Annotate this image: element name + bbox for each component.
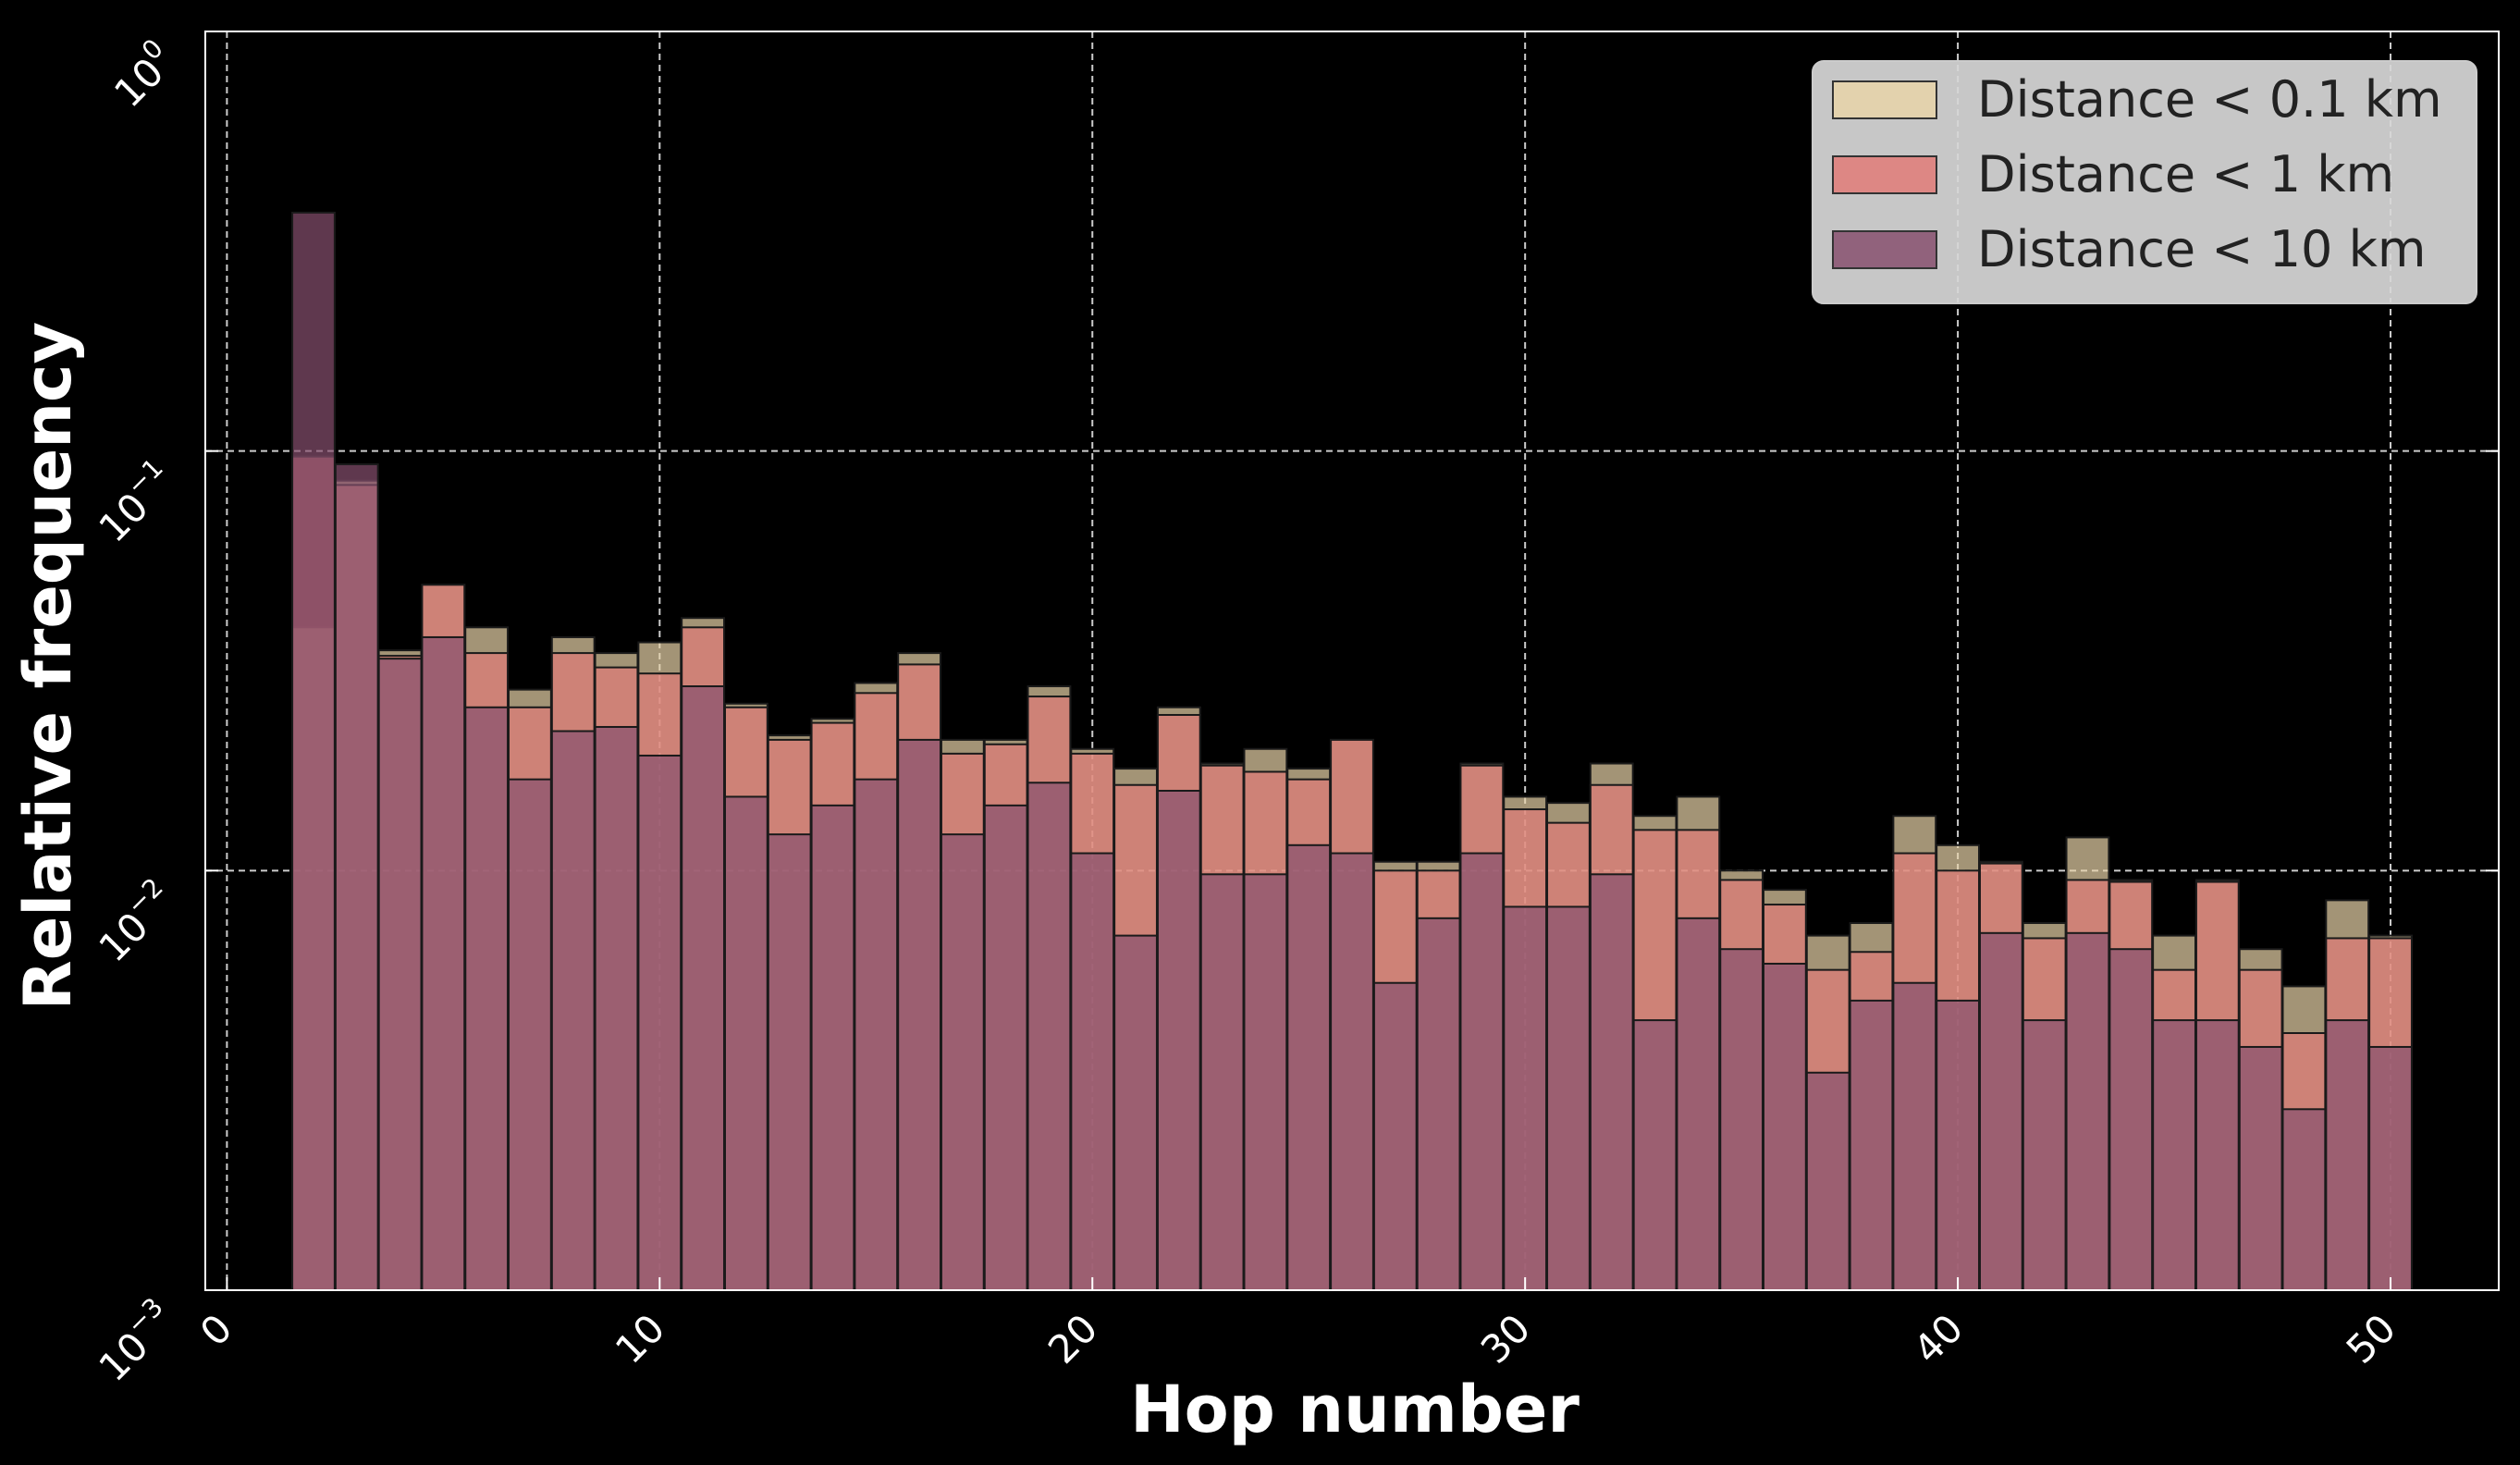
bar-series-3: [1632, 1019, 1678, 1291]
bar-series-3: [508, 778, 552, 1291]
plot-frame: [204, 31, 2500, 1291]
legend-label-1: Distance < 0.1 km: [1977, 70, 2442, 129]
bar-series-3: [1503, 905, 1548, 1291]
bar-series-3: [940, 833, 985, 1292]
bar-series-3: [1719, 948, 1764, 1291]
bar-series-3: [723, 795, 768, 1291]
bar-series-3: [2238, 1045, 2283, 1292]
bar-series-3: [1416, 917, 1461, 1292]
bar-series-3: [2325, 1019, 2370, 1291]
bar-series-3: [681, 685, 726, 1291]
bar-series-3: [1070, 852, 1115, 1292]
bar-series-3: [1372, 981, 1418, 1291]
bar-series-3: [1805, 1071, 1850, 1291]
bar-series-3: [1459, 852, 1505, 1292]
legend-label-2: Distance < 1 km: [1977, 145, 2394, 203]
bar-series-3: [1892, 981, 1937, 1291]
bar-series-3: [2152, 1019, 2196, 1291]
bar-series-3: [854, 778, 899, 1291]
bar-series-3: [2108, 948, 2154, 1291]
bar-series-3: [1113, 934, 1158, 1291]
bar-series-3: [1849, 999, 1894, 1292]
bar-series-3: [594, 725, 639, 1291]
legend-box: [1812, 60, 2477, 304]
bar-series-3: [1589, 873, 1634, 1291]
legend-swatch-1: [1832, 80, 1937, 119]
bar-series-3: [810, 804, 855, 1291]
bar-series-3: [377, 658, 423, 1291]
bar-series-3: [2281, 1108, 2327, 1292]
bar-series-3: [1762, 962, 1807, 1292]
bar-series-3: [2022, 1019, 2067, 1291]
bar-series-3: [1330, 852, 1374, 1292]
bar-series-3: [334, 462, 379, 1291]
bar-series-3: [767, 833, 812, 1292]
bar-series-3: [1243, 873, 1288, 1291]
legend-swatch-2: [1832, 155, 1937, 194]
bar-series-3: [897, 738, 942, 1291]
bar-series-3: [1978, 931, 2023, 1291]
axis-ticks: [205, 31, 2499, 1291]
bar-series-3: [1156, 789, 1201, 1291]
bar-series-3: [1199, 873, 1245, 1291]
legend: Distance < 0.1 km Distance < 1 km Distance…: [1812, 60, 2477, 304]
bar-series-3: [1936, 999, 1981, 1292]
bar-series-3: [1546, 905, 1591, 1291]
histogram-bars: [291, 211, 2413, 1292]
bar-series-3: [2368, 1045, 2413, 1292]
bar-series-3: [2194, 1019, 2240, 1291]
bar-series-3: [550, 730, 596, 1291]
bar-series-3: [291, 211, 336, 1292]
bar-series-3: [421, 635, 466, 1291]
bar-series-3: [2065, 931, 2110, 1291]
bar-series-3: [1026, 782, 1072, 1291]
bar-series-3: [983, 804, 1028, 1291]
legend-label-3: Distance < 10 km: [1977, 220, 2426, 278]
series-3: [291, 211, 2413, 1292]
bar-series-3: [1286, 843, 1332, 1291]
legend-swatch-3: [1832, 230, 1937, 269]
bar-series-3: [1676, 917, 1721, 1292]
x-axis-title: Hop number: [1130, 1372, 1580, 1447]
bar-series-3: [637, 754, 682, 1291]
bar-series-3: [464, 706, 510, 1291]
y-axis-title: Relative frequency: [10, 322, 86, 1010]
